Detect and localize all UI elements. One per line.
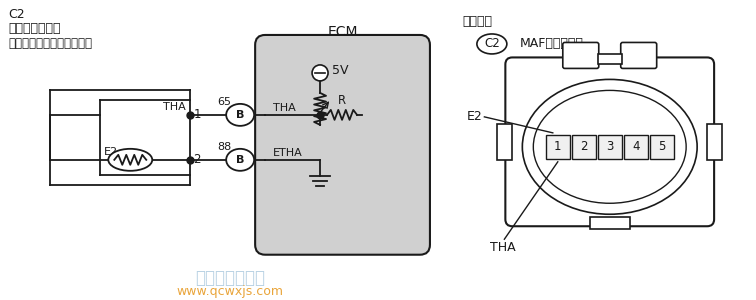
Text: B: B xyxy=(236,110,244,120)
Circle shape xyxy=(312,65,328,81)
Text: E2: E2 xyxy=(104,147,119,157)
Text: ETHA: ETHA xyxy=(273,148,303,158)
Text: 3: 3 xyxy=(606,140,613,153)
Text: 5: 5 xyxy=(658,140,665,153)
FancyBboxPatch shape xyxy=(621,43,657,68)
Bar xyxy=(624,135,648,159)
Bar xyxy=(572,135,596,159)
FancyBboxPatch shape xyxy=(255,35,430,255)
Text: B: B xyxy=(236,155,244,165)
Text: C2: C2 xyxy=(484,38,500,50)
Text: MAF仪表连接器: MAF仪表连接器 xyxy=(520,38,584,50)
Text: THA: THA xyxy=(490,241,515,254)
Bar xyxy=(546,135,570,159)
Text: 1: 1 xyxy=(554,140,562,153)
Text: 进气温度传感器: 进气温度传感器 xyxy=(8,22,61,35)
Ellipse shape xyxy=(477,34,507,54)
Ellipse shape xyxy=(108,149,152,171)
Bar xyxy=(497,124,513,160)
FancyBboxPatch shape xyxy=(562,43,599,68)
Text: 4: 4 xyxy=(632,140,640,153)
Text: 88: 88 xyxy=(217,142,231,152)
Text: 65: 65 xyxy=(217,97,231,107)
Text: 线束侧：: 线束侧： xyxy=(462,15,492,28)
Text: 2: 2 xyxy=(580,140,587,153)
Text: （内置于空气流量传感器）: （内置于空气流量传感器） xyxy=(8,37,92,50)
Text: R: R xyxy=(338,94,346,107)
Text: www.qcwxjs.com: www.qcwxjs.com xyxy=(177,285,284,298)
Text: 2: 2 xyxy=(194,153,200,166)
FancyBboxPatch shape xyxy=(505,57,714,226)
Ellipse shape xyxy=(226,104,254,126)
Text: 1: 1 xyxy=(194,108,200,122)
Ellipse shape xyxy=(226,149,254,171)
Text: THA: THA xyxy=(273,103,296,113)
Bar xyxy=(598,135,621,159)
Text: 5V: 5V xyxy=(332,64,349,77)
Text: E2: E2 xyxy=(466,110,482,123)
Text: C2: C2 xyxy=(8,8,25,21)
Text: THA: THA xyxy=(163,102,186,112)
Text: 汽车维修技术网: 汽车维修技术网 xyxy=(195,269,265,287)
Bar xyxy=(590,217,630,229)
Bar xyxy=(649,135,674,159)
Bar xyxy=(707,124,722,160)
Bar xyxy=(598,54,621,64)
Text: ECM: ECM xyxy=(327,25,358,39)
